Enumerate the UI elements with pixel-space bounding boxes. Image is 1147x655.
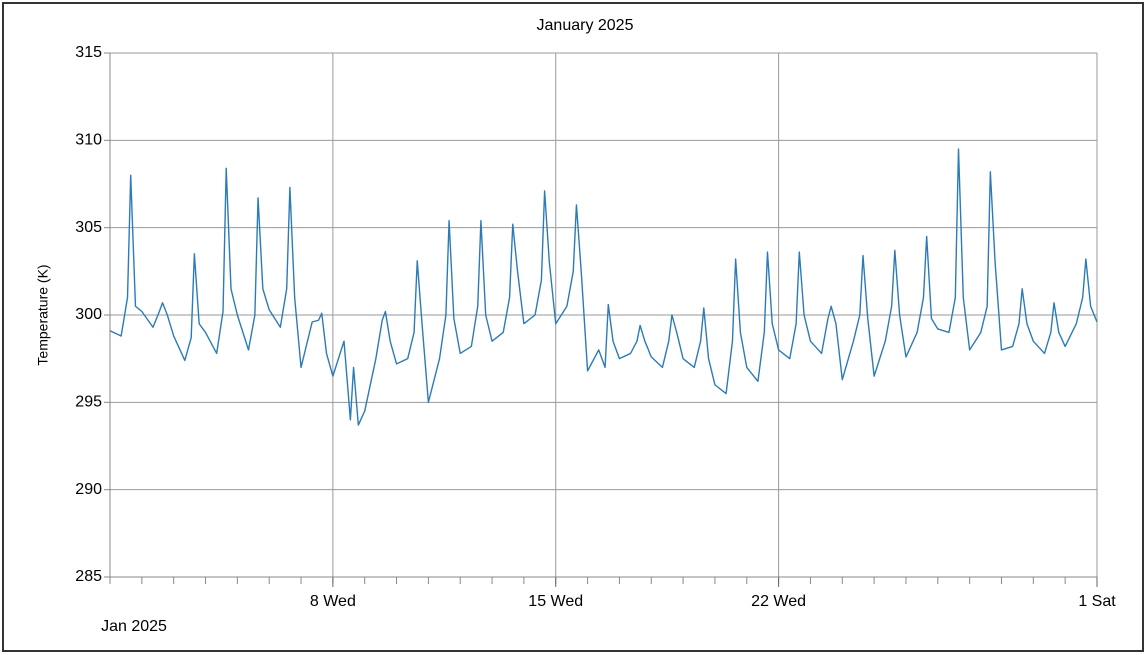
- y-tick-label: 295: [75, 394, 102, 411]
- temperature-line: [109, 148, 1098, 426]
- x-period-label: Jan 2025: [101, 618, 167, 635]
- y-tick-label: 315: [75, 44, 102, 61]
- chart-title: January 2025: [537, 17, 634, 34]
- x-tick-label: 22 Wed: [751, 593, 806, 610]
- y-tick-label: 290: [75, 481, 102, 498]
- y-tick-label: 305: [75, 219, 102, 236]
- x-tick-label: 15 Wed: [528, 593, 583, 610]
- y-axis-label: Temperature (K): [35, 264, 51, 365]
- x-tick-label: 1 Sat: [1078, 593, 1116, 610]
- y-tick-label: 285: [75, 568, 102, 585]
- y-tick-label: 300: [75, 306, 102, 323]
- y-tick-label: 310: [75, 132, 102, 149]
- x-tick-label: 8 Wed: [310, 593, 356, 610]
